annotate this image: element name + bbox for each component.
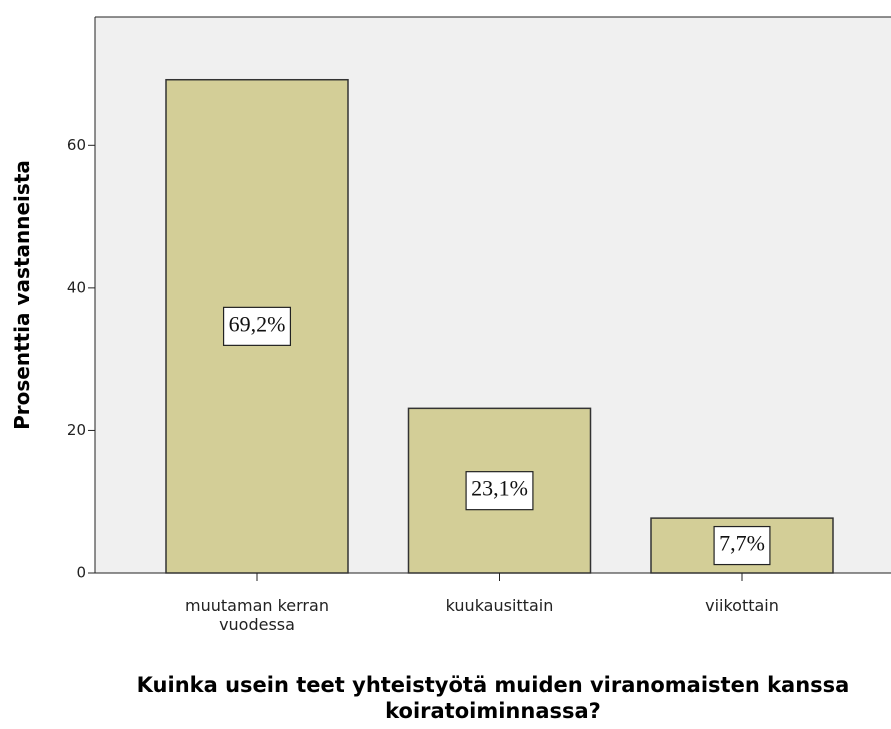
x-tick-label: kuukausittain	[445, 596, 554, 615]
y-axis-label: Prosenttia vastanneista	[10, 160, 34, 430]
value-label-box	[713, 525, 771, 566]
value-label: 23,1%	[471, 476, 528, 501]
value-label: 69,2%	[229, 311, 286, 336]
x-tick-label: viikottain	[705, 596, 779, 615]
value-label-box	[465, 471, 534, 511]
x-axis-title: Kuinka usein teet yhteistyötä muiden vir…	[136, 673, 850, 723]
y-tick-label: 60	[67, 136, 86, 154]
y-tick-label: 20	[67, 421, 86, 439]
y-tick-label: 40	[67, 278, 86, 296]
y-tick-label: 0	[76, 564, 86, 582]
x-tick-label: muutaman kerran vuodessa	[185, 596, 329, 634]
value-label-box	[222, 306, 292, 346]
value-label: 7,7%	[719, 531, 765, 556]
